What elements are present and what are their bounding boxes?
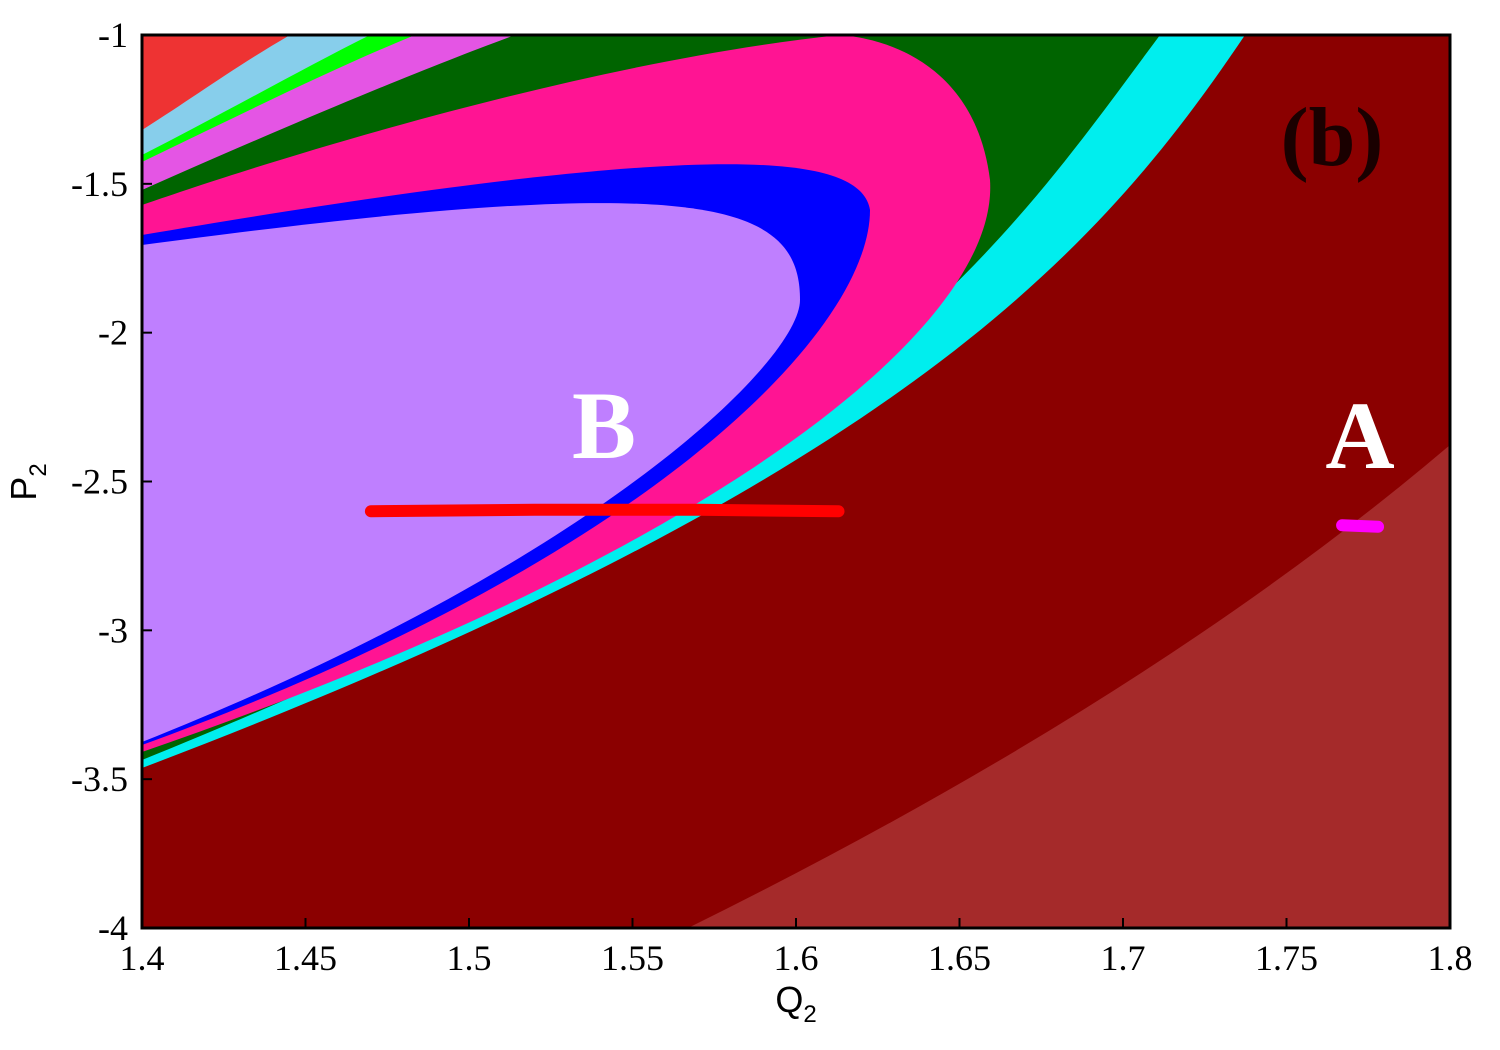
x-tick-label: 1.7 xyxy=(1101,938,1146,978)
y-tick-label: -3 xyxy=(98,610,128,650)
region xyxy=(142,203,800,742)
y-axis-label-sub: 2 xyxy=(25,463,52,476)
x-tick-label: 1.45 xyxy=(274,938,337,978)
y-tick-label: -3.5 xyxy=(71,759,128,799)
y-axis-label-main: P xyxy=(3,477,44,501)
trajectory xyxy=(364,503,845,518)
x-axis-label-main: Q xyxy=(775,979,803,1020)
x-axis-label-sub: 2 xyxy=(803,1001,816,1028)
y-tick-label: -1 xyxy=(98,15,128,55)
x-tick-label: 1.65 xyxy=(928,938,991,978)
y-tick-label: -1.5 xyxy=(71,164,128,204)
region xyxy=(688,445,1450,928)
region-label: A xyxy=(1325,382,1394,489)
y-tick-label: -4 xyxy=(98,908,128,948)
region xyxy=(142,35,290,130)
region-label: B xyxy=(572,372,636,479)
x-tick-label: 1.8 xyxy=(1428,938,1473,978)
y-axis-label: P2 xyxy=(3,463,52,500)
trajectory xyxy=(1336,519,1385,533)
x-axis-label: Q2 xyxy=(775,979,816,1028)
x-tick-label: 1.75 xyxy=(1255,938,1318,978)
x-tick-label: 1.5 xyxy=(447,938,492,978)
x-tick-label: 1.6 xyxy=(774,938,819,978)
panel-label: (b) xyxy=(1281,91,1384,184)
y-tick-label: -2.5 xyxy=(71,462,128,502)
regions xyxy=(142,35,1450,928)
x-tick-label: 1.55 xyxy=(601,938,664,978)
x-tick-label: 1.4 xyxy=(120,938,165,978)
y-tick-label: -2 xyxy=(98,313,128,353)
